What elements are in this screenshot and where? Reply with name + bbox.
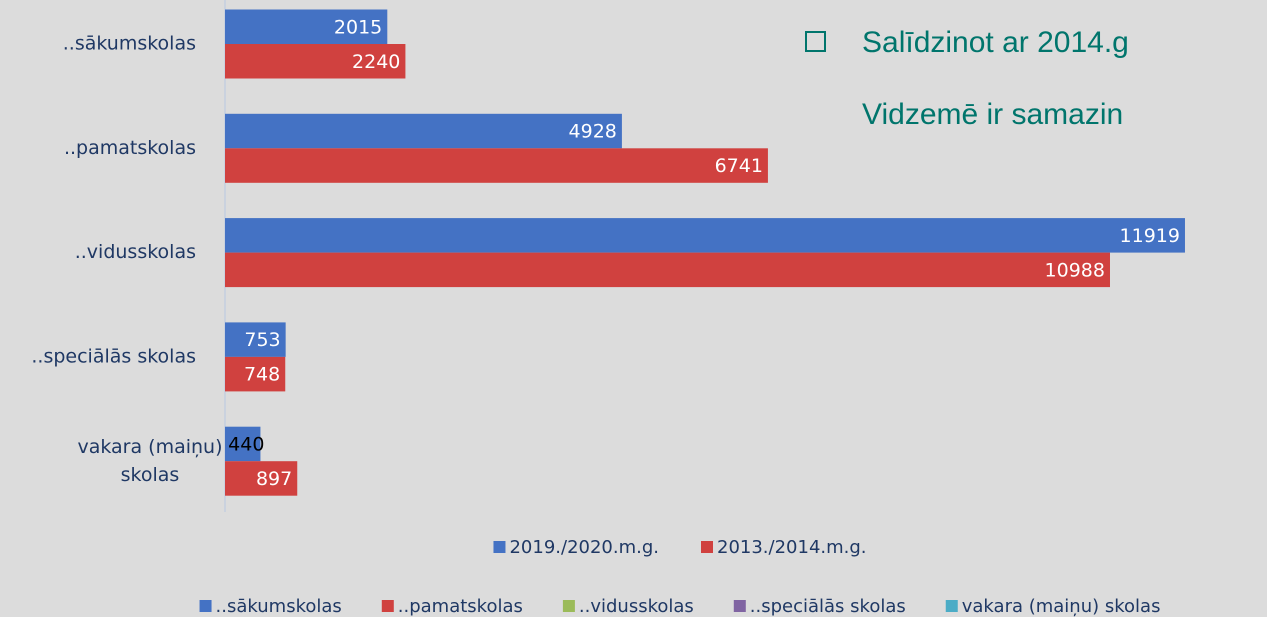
legend-swatch: [493, 541, 506, 553]
y-tick-label: ..sākumskolas: [63, 33, 196, 55]
bar: [225, 322, 286, 357]
legend-label: vakara (maiņu) skolas: [962, 596, 1161, 617]
annotation: Vidzemē ir samazin: [862, 98, 1123, 131]
legend-swatch: [381, 600, 394, 612]
data-label: 748: [244, 364, 280, 386]
legend: 2019./2020.m.g. 2013./2014.m.g.: [493, 537, 867, 558]
bar: [225, 113, 622, 149]
data-label: 897: [256, 468, 292, 490]
data-label: 6741: [715, 155, 763, 177]
bar: [225, 252, 1110, 288]
bar: [225, 44, 406, 79]
legend-swatch: [199, 600, 212, 612]
legend-label: ..pamatskolas: [398, 596, 523, 617]
y-tick-label: ..speciālās skolas: [31, 345, 196, 367]
legend-label: ..speciālās skolas: [750, 596, 906, 617]
legend-swatch: [701, 541, 713, 553]
data-label: 10988: [1045, 259, 1105, 281]
bar: [225, 356, 286, 392]
data-label: 2015: [334, 16, 382, 38]
legend-label: 2013./2014.m.g.: [717, 537, 867, 558]
bar: [225, 461, 298, 496]
bar: [225, 9, 388, 44]
data-label: 440: [228, 433, 264, 455]
bar: [225, 148, 768, 183]
y-tick-label: ..pamatskolas: [64, 137, 196, 159]
bar: [225, 218, 1185, 253]
legend-label: 2019./2020.m.g.: [509, 537, 659, 558]
data-label: 2240: [352, 51, 400, 73]
legend-swatch: [945, 600, 958, 612]
legend-label: ..vidusskolas: [579, 596, 694, 617]
legend-swatch: [562, 600, 575, 612]
data-label: 11919: [1120, 225, 1180, 247]
legend-label: ..sākumskolas: [216, 596, 342, 617]
data-label: 753: [244, 329, 280, 351]
legend: ..sākumskolas ..pamatskolas ..vidusskolas.…: [199, 596, 1161, 617]
bullet-box: [805, 31, 826, 52]
y-tick-label: ..vidusskolas: [75, 241, 196, 263]
bar: [225, 426, 261, 462]
legend-swatch: [733, 600, 746, 612]
data-label: 4928: [569, 121, 617, 143]
annotation: Salīdzinot ar 2014.g: [862, 26, 1129, 59]
y-tick-label: vakara (maiņu) skolas: [77, 436, 222, 486]
